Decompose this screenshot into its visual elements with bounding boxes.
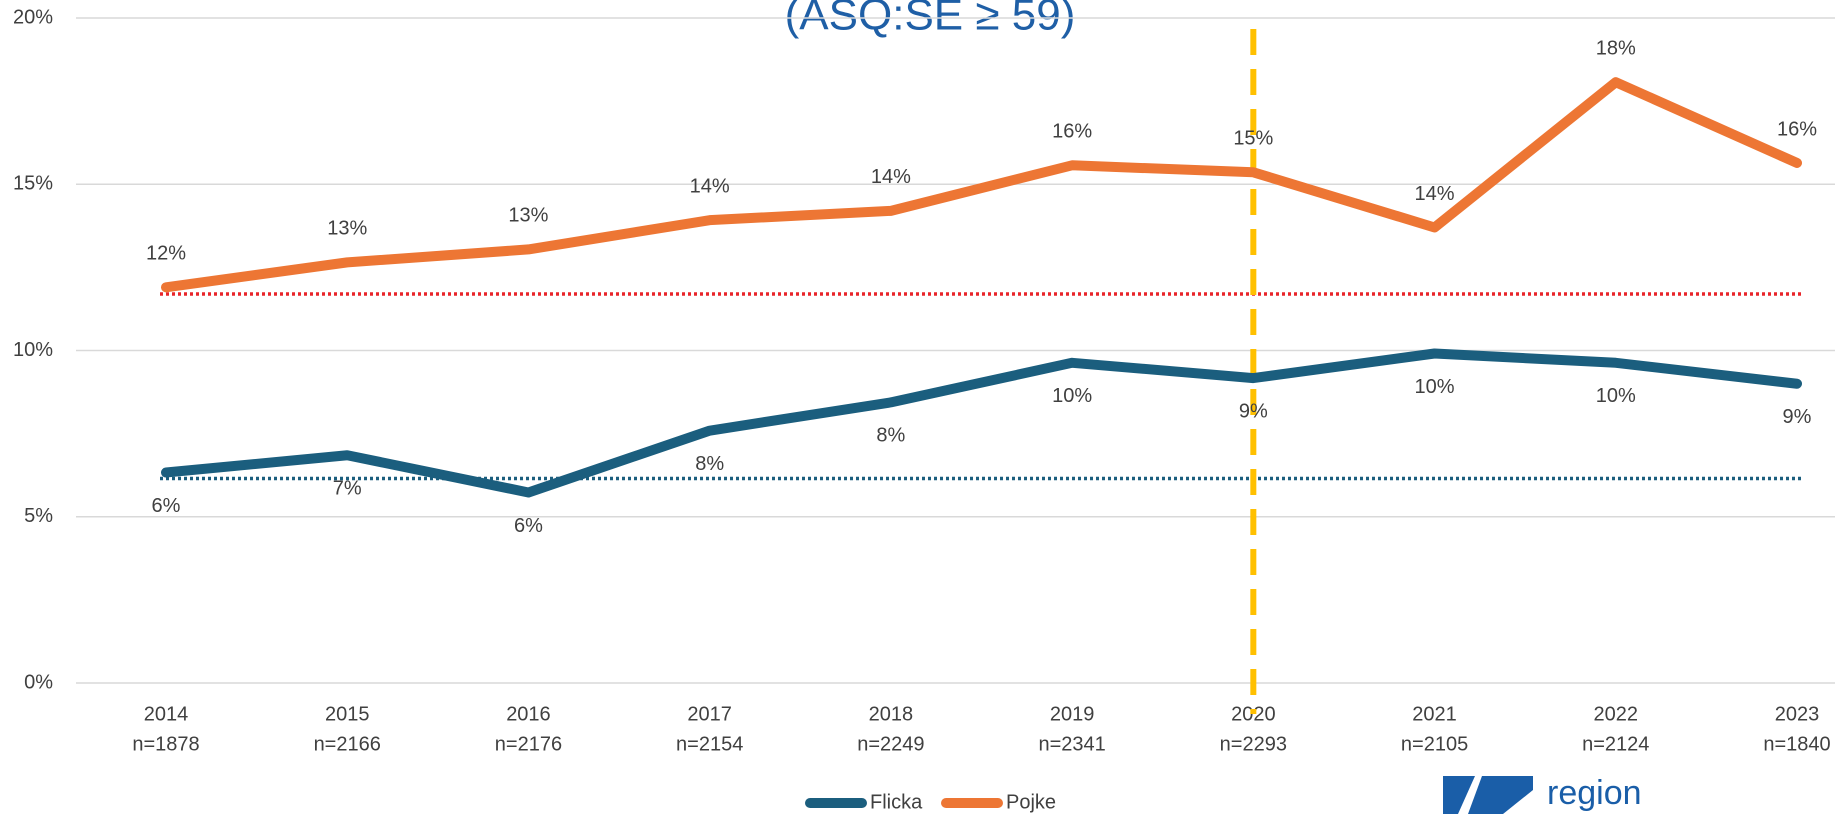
- sample-size-label: n=2176: [495, 733, 562, 755]
- legend-label: Pojke: [1006, 791, 1056, 813]
- x-tick-label: 2016: [506, 703, 551, 725]
- x-tick-label: 2014: [144, 703, 189, 725]
- data-label: 10%: [1596, 385, 1636, 407]
- data-label: 13%: [508, 205, 548, 227]
- data-label: 6%: [152, 495, 181, 517]
- y-tick-label: 5%: [24, 505, 53, 527]
- x-tick-label: 2023: [1775, 703, 1820, 725]
- sample-size-label: n=2249: [857, 733, 924, 755]
- chart-title: (ASQ:SE ≥ 59): [785, 0, 1076, 40]
- sample-size-label: n=2341: [1038, 733, 1105, 755]
- data-label: 8%: [695, 453, 724, 475]
- sample-size-label: n=2154: [676, 733, 743, 755]
- series-line: [161, 348, 1802, 498]
- data-label: 15%: [1233, 128, 1273, 150]
- data-label: 8%: [876, 425, 905, 447]
- sample-size-label: n=2124: [1582, 733, 1649, 755]
- y-tick-label: 0%: [24, 671, 53, 693]
- y-tick-label: 10%: [13, 339, 53, 361]
- y-tick-label: 20%: [13, 6, 53, 28]
- y-tick-label: 15%: [13, 173, 53, 195]
- sample-size-label: n=2293: [1220, 733, 1287, 755]
- logo-shape: [1443, 776, 1475, 814]
- data-label: 10%: [1415, 376, 1455, 398]
- data-label: 14%: [871, 166, 911, 188]
- data-label: 7%: [333, 478, 362, 500]
- data-label: 14%: [1415, 183, 1455, 205]
- data-label: 13%: [327, 218, 367, 240]
- logo-text: region: [1547, 774, 1642, 812]
- logo-shape: [1468, 776, 1533, 814]
- data-label: 14%: [690, 175, 730, 197]
- x-tick-label: 2018: [869, 703, 914, 725]
- x-tick-label: 2020: [1231, 703, 1276, 725]
- data-label: 10%: [1052, 385, 1092, 407]
- sample-size-label: n=1840: [1763, 733, 1830, 755]
- sample-size-label: n=2105: [1401, 733, 1468, 755]
- data-label: 18%: [1596, 37, 1636, 59]
- data-label: 16%: [1777, 118, 1817, 140]
- x-tick-label: 2022: [1594, 703, 1639, 725]
- sample-size-label: n=2166: [314, 733, 381, 755]
- x-tick-label: 2017: [687, 703, 732, 725]
- sample-size-label: n=1878: [132, 733, 199, 755]
- data-label: 12%: [146, 243, 186, 265]
- logo: region: [1443, 774, 1642, 814]
- x-tick-label: 2015: [325, 703, 370, 725]
- data-label: 16%: [1052, 121, 1092, 143]
- data-label: 9%: [1239, 400, 1268, 422]
- data-label: 9%: [1783, 406, 1812, 428]
- x-tick-label: 2019: [1050, 703, 1095, 725]
- series-line: [161, 77, 1802, 293]
- legend-label: Flicka: [870, 791, 923, 813]
- x-tick-label: 2021: [1412, 703, 1457, 725]
- data-label: 6%: [514, 515, 543, 537]
